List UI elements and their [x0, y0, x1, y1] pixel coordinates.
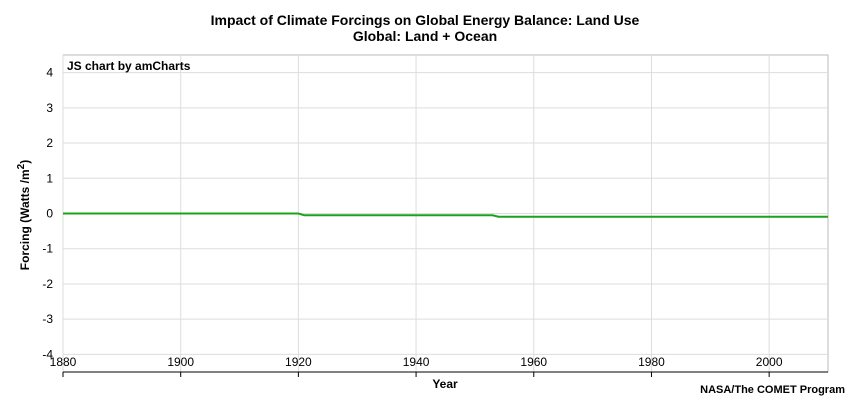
y-tick-label: 2 — [46, 136, 53, 150]
x-axis-label: Year — [432, 377, 458, 391]
amcharts-credit[interactable]: JS chart by amCharts — [67, 59, 191, 73]
y-axis-label-sup: 2 — [16, 163, 27, 170]
x-tick-label: 2000 — [756, 355, 783, 369]
axes — [62, 371, 828, 377]
y-tick-label: 4 — [46, 66, 53, 80]
y-tick-label: 1 — [46, 171, 53, 185]
y-tick-label: 3 — [46, 101, 53, 115]
y-tick-label: -1 — [42, 242, 53, 256]
y-tick-label: -3 — [42, 312, 53, 326]
x-tick-label: 1920 — [285, 355, 312, 369]
y-tick-label: -4 — [42, 347, 53, 361]
gridlines — [62, 55, 828, 372]
x-tick-label: 1940 — [403, 355, 430, 369]
series-group — [63, 212, 828, 218]
y-axis-label-text: Forcing (Watts /m — [18, 169, 32, 271]
x-tick-label: 1980 — [638, 355, 665, 369]
y-axis-label: Forcing (Watts /m2) — [16, 160, 32, 270]
y-tick-label: 0 — [46, 207, 53, 221]
x-tick-label: 1960 — [520, 355, 547, 369]
y-axis-label-close: ) — [18, 159, 32, 164]
x-tick-label: 1900 — [167, 355, 194, 369]
series-line — [63, 212, 828, 218]
chart-subtitle: Global: Land + Ocean — [352, 28, 498, 44]
x-tick-label: 1880 — [50, 355, 77, 369]
chart-title: Impact of Climate Forcings on Global Ene… — [210, 12, 640, 28]
source-credit: NASA/The COMET Program — [700, 384, 845, 396]
y-tick-label: -2 — [42, 277, 53, 291]
